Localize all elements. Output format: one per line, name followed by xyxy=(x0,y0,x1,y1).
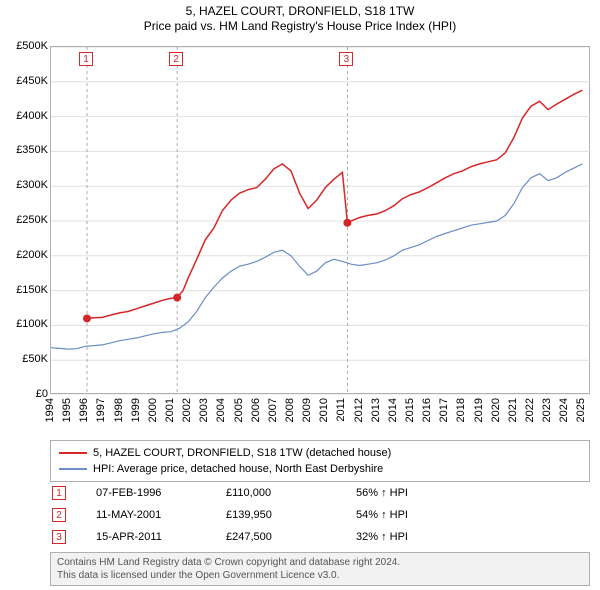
transaction-table: 1 07-FEB-1996 £110,000 56% ↑ HPI 2 11-MA… xyxy=(50,482,590,548)
x-tick-label: 2024 xyxy=(558,398,570,422)
transaction-price: £110,000 xyxy=(226,487,356,499)
x-tick-label: 1996 xyxy=(78,398,90,422)
y-tick-label: £150K xyxy=(16,284,48,296)
x-tick-label: 2008 xyxy=(284,398,296,422)
transaction-price: £247,500 xyxy=(226,531,356,543)
transaction-date: 11-MAY-2001 xyxy=(96,509,226,521)
chart-svg xyxy=(51,47,591,395)
y-tick-label: £350K xyxy=(16,144,48,156)
x-tick-label: 2004 xyxy=(215,398,227,422)
x-tick-label: 2014 xyxy=(387,398,399,422)
table-row: 1 07-FEB-1996 £110,000 56% ↑ HPI xyxy=(50,482,590,504)
title-address: 5, HAZEL COURT, DRONFIELD, S18 1TW xyxy=(0,4,600,18)
transaction-marker: 3 xyxy=(52,530,66,544)
chart-marker-box: 1 xyxy=(79,52,93,66)
x-tick-label: 2019 xyxy=(473,398,485,422)
x-tick-label: 2022 xyxy=(524,398,536,422)
chart-marker-box: 2 xyxy=(169,52,183,66)
transaction-date: 07-FEB-1996 xyxy=(96,487,226,499)
transaction-date: 15-APR-2011 xyxy=(96,531,226,543)
y-tick-label: £200K xyxy=(16,249,48,261)
y-tick-label: £400K xyxy=(16,110,48,122)
x-tick-label: 2015 xyxy=(404,398,416,422)
x-tick-label: 2012 xyxy=(353,398,365,422)
legend-label: HPI: Average price, detached house, Nort… xyxy=(93,463,383,475)
x-tick-label: 2001 xyxy=(164,398,176,422)
legend-row: HPI: Average price, detached house, Nort… xyxy=(59,461,581,477)
x-tick-label: 2016 xyxy=(421,398,433,422)
title-block: 5, HAZEL COURT, DRONFIELD, S18 1TW Price… xyxy=(0,0,600,33)
x-tick-label: 2000 xyxy=(147,398,159,422)
x-tick-label: 2003 xyxy=(198,398,210,422)
legend-swatch xyxy=(59,468,87,470)
x-tick-label: 2020 xyxy=(490,398,502,422)
x-tick-label: 2009 xyxy=(301,398,313,422)
x-tick-label: 2017 xyxy=(438,398,450,422)
x-tick-label: 1998 xyxy=(113,398,125,422)
x-tick-label: 2011 xyxy=(335,398,347,422)
x-tick-label: 2007 xyxy=(267,398,279,422)
y-tick-label: £450K xyxy=(16,75,48,87)
x-tick-label: 2010 xyxy=(318,398,330,422)
footer-attribution: Contains HM Land Registry data © Crown c… xyxy=(50,552,590,586)
y-tick-label: £250K xyxy=(16,214,48,226)
y-tick-label: £50K xyxy=(22,353,48,365)
x-tick-label: 1997 xyxy=(95,398,107,422)
y-tick-label: £100K xyxy=(16,318,48,330)
chart-area xyxy=(50,46,590,394)
x-tick-label: 2023 xyxy=(541,398,553,422)
x-tick-label: 1999 xyxy=(130,398,142,422)
x-tick-label: 2025 xyxy=(575,398,587,422)
footer-line: This data is licensed under the Open Gov… xyxy=(57,569,583,582)
x-tick-label: 2002 xyxy=(181,398,193,422)
x-tick-label: 2006 xyxy=(250,398,262,422)
chart-marker-box: 3 xyxy=(339,52,353,66)
legend-swatch xyxy=(59,452,87,454)
x-tick-label: 1994 xyxy=(44,398,56,422)
y-tick-label: £300K xyxy=(16,179,48,191)
x-tick-label: 2018 xyxy=(455,398,467,422)
x-tick-label: 2013 xyxy=(370,398,382,422)
transaction-marker: 1 xyxy=(52,486,66,500)
legend-label: 5, HAZEL COURT, DRONFIELD, S18 1TW (deta… xyxy=(93,447,391,459)
title-subtitle: Price paid vs. HM Land Registry's House … xyxy=(0,19,600,33)
table-row: 2 11-MAY-2001 £139,950 54% ↑ HPI xyxy=(50,504,590,526)
transaction-marker: 2 xyxy=(52,508,66,522)
transaction-price: £139,950 xyxy=(226,509,356,521)
y-tick-label: £500K xyxy=(16,40,48,52)
x-tick-label: 2005 xyxy=(233,398,245,422)
table-row: 3 15-APR-2011 £247,500 32% ↑ HPI xyxy=(50,526,590,548)
footer-line: Contains HM Land Registry data © Crown c… xyxy=(57,556,583,569)
legend: 5, HAZEL COURT, DRONFIELD, S18 1TW (deta… xyxy=(50,440,590,482)
transaction-diff: 32% ↑ HPI xyxy=(356,531,476,543)
transaction-diff: 54% ↑ HPI xyxy=(356,509,476,521)
x-tick-label: 2021 xyxy=(507,398,519,422)
transaction-diff: 56% ↑ HPI xyxy=(356,487,476,499)
legend-row: 5, HAZEL COURT, DRONFIELD, S18 1TW (deta… xyxy=(59,445,581,461)
x-tick-label: 1995 xyxy=(61,398,73,422)
